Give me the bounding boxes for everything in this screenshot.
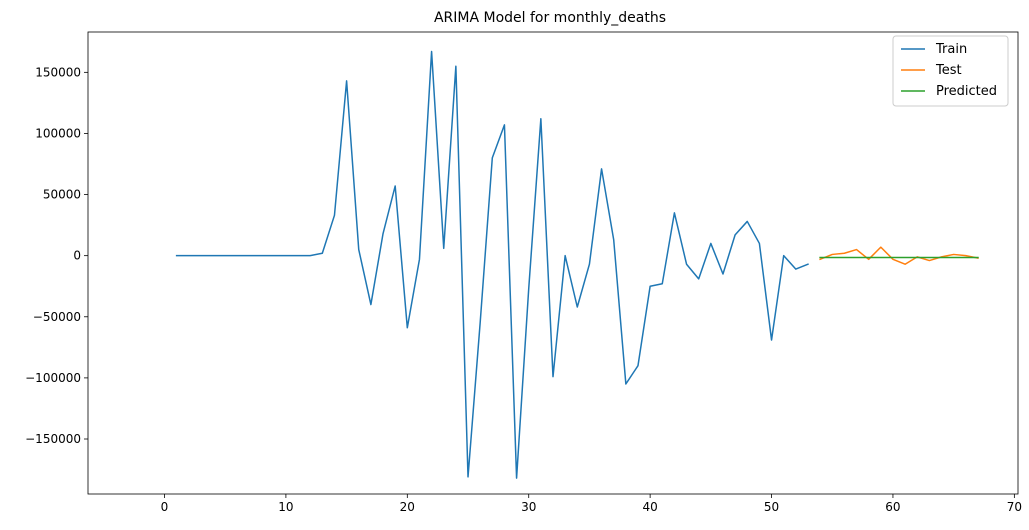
y-tick-label: 100000 — [35, 126, 81, 140]
x-tick-label: 10 — [278, 500, 293, 514]
chart-title: ARIMA Model for monthly_deaths — [434, 10, 666, 26]
axes: 0 10 20 30 40 50 60 70 −150000 −100000 −50000 0 5000… — [25, 31, 1022, 514]
x-tick-label: 50 — [764, 500, 779, 514]
y-tick-label: −50000 — [33, 310, 81, 324]
x-tick-label: 70 — [1007, 500, 1022, 514]
legend-label-test: Test — [935, 63, 962, 78]
x-tick-label: 0 — [161, 500, 169, 514]
legend-box — [892, 35, 1009, 107]
legend-label-predicted: Predicted — [936, 84, 997, 99]
plot-area — [175, 50, 979, 479]
x-tick-label: 30 — [521, 500, 536, 514]
y-tick-label: −100000 — [25, 371, 81, 385]
y-tick-label: 150000 — [35, 65, 81, 79]
legend: Train Test Predicted — [892, 35, 1009, 107]
x-tick-label: 40 — [642, 500, 657, 514]
series-line-test — [819, 246, 979, 265]
series-line-train — [175, 50, 809, 479]
plot-frame — [87, 31, 1019, 495]
x-tick-label: 60 — [885, 500, 900, 514]
y-tick-label: −150000 — [25, 432, 81, 446]
legend-label-train: Train — [935, 42, 967, 57]
x-tick-label: 20 — [400, 500, 415, 514]
y-tick-label: 50000 — [43, 188, 81, 202]
y-tick-label: 0 — [73, 249, 81, 263]
